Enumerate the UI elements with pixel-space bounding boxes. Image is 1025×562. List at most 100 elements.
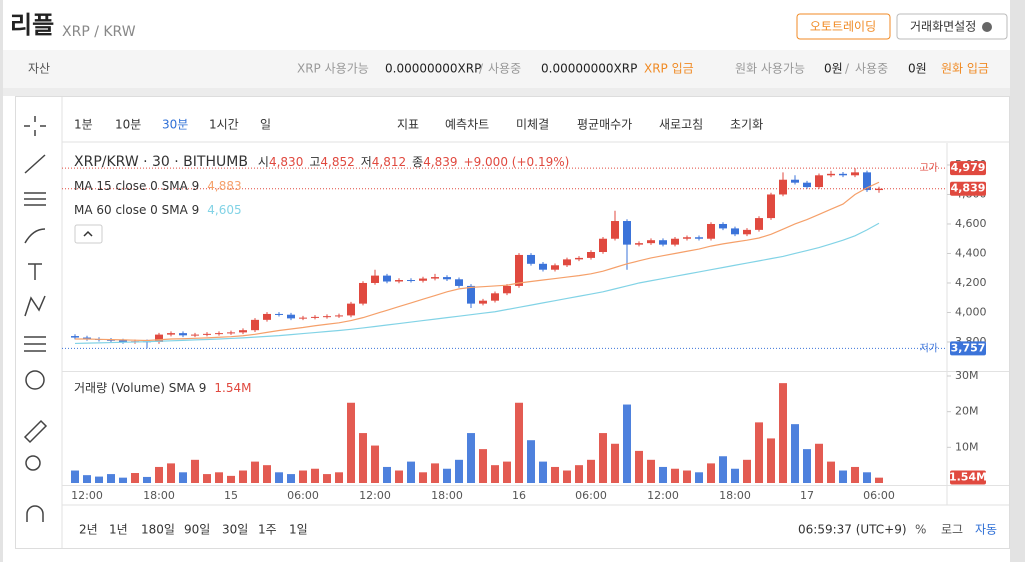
volume-bar <box>575 465 583 483</box>
pattern-icon[interactable] <box>24 295 46 317</box>
volume-bar <box>359 433 367 483</box>
candle-body <box>71 336 79 338</box>
volume-bar <box>275 472 283 483</box>
toolbar-button[interactable]: 미체결 <box>516 118 549 132</box>
candle-body <box>227 332 235 334</box>
settings-button-label[interactable]: 거래화면설정 <box>910 20 976 34</box>
interval-button[interactable]: 1시간 <box>209 118 239 132</box>
volume-bar <box>443 468 451 483</box>
candle-body <box>839 173 847 176</box>
candle-body <box>479 300 487 304</box>
magnet-icon[interactable] <box>26 505 44 522</box>
range-button[interactable]: 1일 <box>289 523 308 537</box>
percent-toggle[interactable]: % <box>915 523 926 537</box>
volume-bar <box>299 470 307 483</box>
ohlc-value: 4,852 <box>320 155 354 169</box>
last-price-badge-label: 4,839 <box>951 182 986 195</box>
candle-body <box>455 279 463 286</box>
ma-legend: MA 60 close 0 SMA 9 4,605 <box>74 203 242 217</box>
candle-body <box>611 221 619 239</box>
toolbar-button[interactable]: 초기화 <box>730 118 763 132</box>
volume-bar <box>551 466 559 483</box>
candle-body <box>863 172 871 191</box>
volume-bar <box>599 433 607 483</box>
settings-button[interactable] <box>896 13 1008 40</box>
candle-body <box>383 275 391 282</box>
interval-button[interactable]: 1분 <box>74 118 93 132</box>
volume-bar <box>335 472 343 483</box>
candle-body <box>371 275 379 283</box>
candle-body <box>215 333 223 335</box>
toolbar-button[interactable]: 평균매수가 <box>577 118 632 132</box>
range-button[interactable]: 30일 <box>222 523 248 537</box>
asset-text: / <box>479 62 484 76</box>
candle-body <box>635 243 643 245</box>
log-toggle[interactable]: 로그 <box>941 523 963 537</box>
volume-tick-label: 30M <box>955 369 979 382</box>
range-button[interactable]: 2년 <box>79 523 98 537</box>
interval-button[interactable]: 일 <box>260 118 271 132</box>
y-tick-label: 4,600 <box>955 217 987 230</box>
ohlc-value: 4,812 <box>372 155 406 169</box>
deposit-link[interactable]: XRP 입금 <box>644 62 694 76</box>
gear-icon <box>982 22 992 32</box>
asset-text: 0.00000000XRP <box>541 62 637 76</box>
range-button[interactable]: 1년 <box>109 523 128 537</box>
change: +9.000 (+0.19%) <box>464 155 570 169</box>
range-button[interactable]: 180일 <box>141 523 175 537</box>
candle-body <box>503 285 511 294</box>
fib-icon[interactable] <box>24 192 46 206</box>
emoji-icon[interactable] <box>25 370 45 390</box>
candle-body <box>191 334 199 336</box>
legend-title: XRP/KRW · 30 · BITHUMB <box>74 154 248 170</box>
zoom-icon[interactable] <box>25 455 41 471</box>
volume-bar <box>743 459 751 483</box>
volume-bar <box>431 463 439 483</box>
asset-text: 사용중 <box>855 62 888 76</box>
range-button[interactable]: 90일 <box>184 523 210 537</box>
candle-body <box>587 252 595 258</box>
pair: XRP / KRW <box>62 24 136 40</box>
interval-button[interactable]: 10분 <box>115 118 141 132</box>
x-tick-label: 17 <box>800 489 814 502</box>
volume-bar <box>227 475 235 483</box>
volume-badge-label: 1.54M <box>949 471 987 484</box>
ma-value: 4,605 <box>207 203 241 217</box>
text-icon[interactable] <box>28 263 42 280</box>
auto-button-label[interactable]: 오토트레이딩 <box>810 20 876 34</box>
asset-text: 0원 <box>908 62 927 76</box>
candle-body <box>443 277 451 280</box>
interval-button[interactable]: 30분 <box>162 118 188 132</box>
line-icon[interactable] <box>24 154 46 174</box>
auto-button[interactable] <box>796 13 891 40</box>
volume-bar <box>83 475 91 483</box>
candle-body <box>779 179 787 195</box>
volume-bar <box>731 468 739 483</box>
crosshair-icon[interactable] <box>24 116 46 136</box>
candle-body <box>683 237 691 239</box>
x-tick-label: 18:00 <box>143 489 175 502</box>
volume-bar <box>671 468 679 483</box>
volume-bar <box>311 468 319 483</box>
prediction-icon[interactable] <box>24 336 46 352</box>
deposit-link[interactable]: 원화 입금 <box>941 62 989 76</box>
auto-toggle[interactable]: 자동 <box>975 523 997 537</box>
candle-body <box>359 282 367 304</box>
sidebar-icons[interactable] <box>23 116 48 522</box>
brush-icon[interactable] <box>24 228 46 244</box>
ma-name: MA 60 close 0 SMA 9 <box>74 203 199 217</box>
collapse-icon[interactable] <box>83 230 93 237</box>
toolbar-button[interactable]: 예측차트 <box>445 118 489 132</box>
toolbar-button[interactable]: 새로고침 <box>659 118 703 132</box>
candle-body <box>335 315 343 317</box>
collapse-button[interactable] <box>74 224 103 244</box>
candle-body <box>299 317 307 319</box>
candle-body <box>743 229 751 235</box>
toolbar-button[interactable]: 지표 <box>397 118 419 132</box>
candle-body <box>851 172 859 176</box>
range-button[interactable]: 1주 <box>258 523 277 537</box>
volume-bar <box>191 459 199 483</box>
candle-body <box>623 221 631 245</box>
ruler-icon[interactable] <box>23 419 48 444</box>
volume-bar <box>455 459 463 483</box>
